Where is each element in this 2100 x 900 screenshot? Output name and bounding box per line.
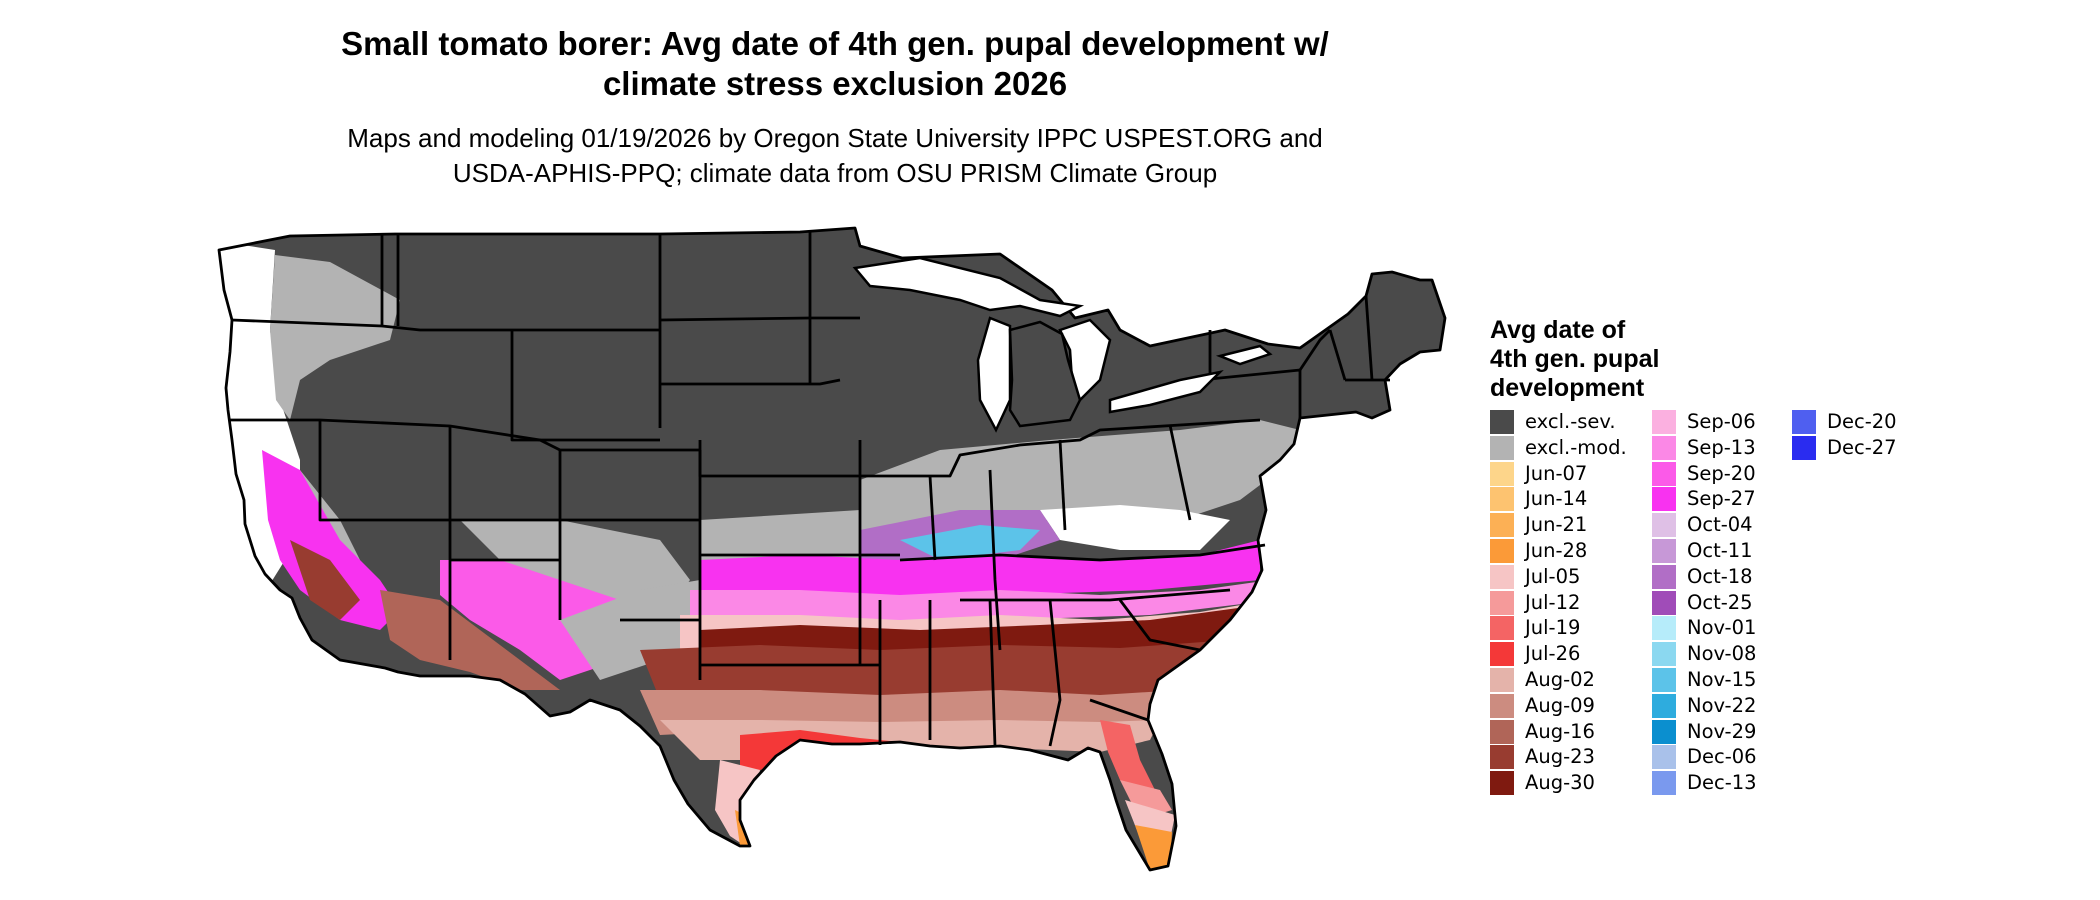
zone-white-appalachia xyxy=(1040,505,1230,550)
legend-swatch xyxy=(1490,564,1514,589)
zone-red-florida xyxy=(1100,720,1155,800)
legend-label: Aug-02 xyxy=(1525,668,1595,691)
state-boundaries xyxy=(217,226,1447,872)
legend-swatch xyxy=(1490,487,1514,512)
legend-title-line-2: 4th gen. pupal xyxy=(1490,345,1660,373)
zone-brown-southwest xyxy=(380,590,560,690)
title-line-1: Small tomato borer: Avg date of 4th gen.… xyxy=(341,25,1329,62)
legend-label: Nov-08 xyxy=(1687,642,1757,666)
legend-swatch xyxy=(1652,513,1676,538)
legend-swatch xyxy=(1652,616,1676,641)
legend-label: Jul-26 xyxy=(1525,642,1581,666)
us-map xyxy=(217,226,1447,872)
zone-pink-california xyxy=(262,450,400,630)
legend-label: excl.-mod. xyxy=(1525,435,1627,459)
zone-brown-band xyxy=(640,640,1240,700)
legend-swatch xyxy=(1490,435,1514,460)
legend-swatch xyxy=(1490,771,1514,796)
legend-label: Sep-13 xyxy=(1687,435,1756,459)
legend-swatch xyxy=(1652,668,1676,692)
legend-swatch xyxy=(1490,513,1514,538)
legend-label: Jun-07 xyxy=(1525,461,1588,485)
legend-label: Dec-06 xyxy=(1687,745,1757,769)
legend-swatch xyxy=(1652,564,1676,589)
legend-label: Nov-29 xyxy=(1687,719,1757,743)
legend-label: Dec-20 xyxy=(1827,410,1897,433)
zone-brown-california xyxy=(290,540,360,620)
legend-swatch xyxy=(1792,435,1816,460)
legend-label: Jun-28 xyxy=(1525,539,1588,562)
legend-swatch xyxy=(1652,719,1676,744)
legend-label: excl.-sev. xyxy=(1525,410,1616,433)
legend-label: Nov-01 xyxy=(1687,616,1757,640)
legend-title-line-1: Avg date of xyxy=(1490,316,1626,344)
zone-pink-florida xyxy=(1120,780,1172,820)
legend-swatch xyxy=(1490,642,1514,667)
legend-label: Jul-05 xyxy=(1525,564,1581,588)
legend-label: Sep-06 xyxy=(1687,410,1756,433)
legend-label: Oct-11 xyxy=(1687,539,1753,562)
legend-label: Aug-30 xyxy=(1525,771,1595,795)
legend-swatch xyxy=(1490,590,1514,615)
legend-label: Jul-12 xyxy=(1525,590,1581,614)
legend-title: Avg date of 4th gen. pupal development xyxy=(1490,316,1710,403)
legend-swatch xyxy=(1490,745,1514,770)
legend-swatch xyxy=(1490,410,1514,434)
legend-swatch xyxy=(1792,410,1816,434)
michigan-lower-peninsula xyxy=(1008,320,1082,428)
legend-swatch xyxy=(1652,771,1676,796)
legend-label: Nov-22 xyxy=(1687,693,1757,717)
legend-label: Aug-16 xyxy=(1525,719,1595,743)
legend-label: Jun-21 xyxy=(1525,513,1588,537)
subtitle-line-1: Maps and modeling 01/19/2026 by Oregon S… xyxy=(347,123,1323,153)
zone-excl-mod-northwest xyxy=(270,255,400,420)
legend-swatch xyxy=(1652,410,1676,434)
legend-swatch xyxy=(1652,539,1676,563)
legend-swatch xyxy=(1652,590,1676,615)
map-subtitle: Maps and modeling 01/19/2026 by Oregon S… xyxy=(200,121,1470,191)
legend-swatch xyxy=(1490,461,1514,486)
legend-swatch xyxy=(1652,745,1676,770)
legend-swatch xyxy=(1652,693,1676,718)
legend-label: Oct-04 xyxy=(1687,513,1753,537)
legend-swatch xyxy=(1490,719,1514,744)
legend-title-line-3: development xyxy=(1490,374,1645,402)
subtitle-line-2: USDA-APHIS-PPQ; climate data from OSU PR… xyxy=(452,158,1218,188)
map-title: Small tomato borer: Avg date of 4th gen.… xyxy=(200,24,1470,104)
title-line-2: climate stress exclusion 2026 xyxy=(602,65,1068,102)
legend-label: Sep-20 xyxy=(1687,461,1756,485)
zone-salmon-band xyxy=(660,720,1160,760)
legend-swatch xyxy=(1652,435,1676,460)
legend-label: Dec-27 xyxy=(1827,435,1897,459)
legend-label: Aug-09 xyxy=(1525,693,1595,717)
legend-swatch xyxy=(1490,539,1514,563)
legend-label: Sep-27 xyxy=(1687,487,1756,511)
legend-label: Nov-15 xyxy=(1687,668,1757,691)
legend-label: Oct-18 xyxy=(1687,564,1753,588)
legend-swatch xyxy=(1652,642,1676,667)
legend-label: Aug-23 xyxy=(1525,745,1595,769)
legend-swatch xyxy=(1490,693,1514,718)
zone-orange-florida xyxy=(1135,825,1172,870)
legend-swatch xyxy=(1490,616,1514,641)
legend-label: Jun-14 xyxy=(1525,487,1588,511)
legend-label: Dec-13 xyxy=(1687,771,1757,795)
great-lakes xyxy=(852,256,1273,433)
legend-swatch xyxy=(1652,487,1676,512)
legend-swatch xyxy=(1652,461,1676,486)
legend-swatch xyxy=(1490,668,1514,692)
legend-label: Jul-19 xyxy=(1525,616,1581,640)
legend-label: Oct-25 xyxy=(1687,590,1753,614)
